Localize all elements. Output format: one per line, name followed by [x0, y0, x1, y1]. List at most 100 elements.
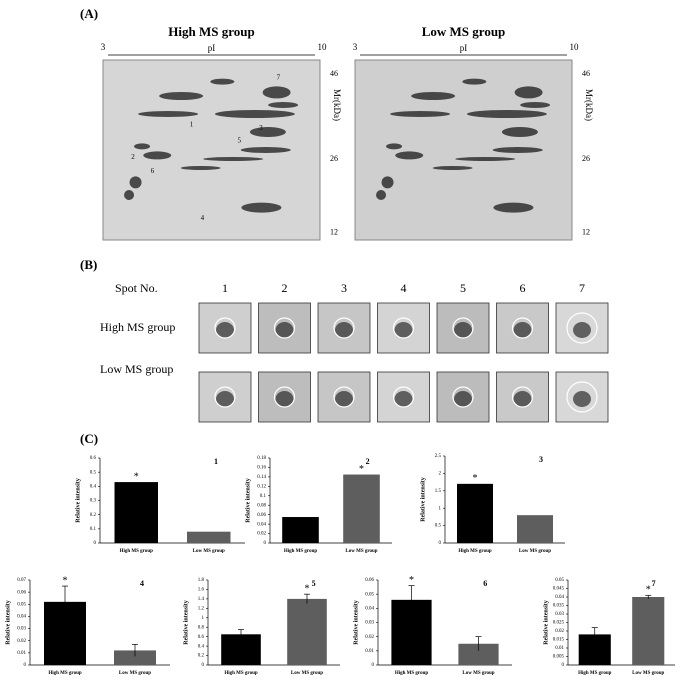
- spot-image: [258, 371, 311, 423]
- y-tick-label: 0.03: [17, 627, 26, 632]
- panel-label: (C): [80, 431, 98, 446]
- y-axis-label: Relative intensity: [543, 600, 549, 645]
- y-tick-label: 0.04: [17, 615, 26, 620]
- gel-spot-shape: [203, 157, 264, 161]
- pi-start: 3: [353, 42, 358, 52]
- significance-star: *: [646, 585, 651, 596]
- error-bar: [132, 644, 138, 657]
- spot-circle: [333, 386, 355, 408]
- gel-spot-label: 5: [238, 137, 242, 145]
- column-header: Spot No.: [115, 281, 158, 295]
- y-tick-label: 0.04: [365, 606, 374, 611]
- x-tick-label: Low MS group: [193, 549, 225, 554]
- spot-circle: [214, 386, 236, 408]
- gel-spot-shape: [466, 110, 547, 118]
- x-tick-label: Low MS group: [519, 549, 551, 554]
- gel-spot-shape: [134, 143, 151, 150]
- spot-blob: [394, 322, 413, 338]
- spot-circle: [452, 386, 474, 408]
- error-bar: [238, 629, 244, 640]
- spot-number: 4: [401, 281, 407, 295]
- x-tick-label: High MS group: [224, 671, 257, 676]
- gel-spot-shape: [520, 102, 551, 108]
- gel-spot-shape: [241, 202, 282, 213]
- y-tick-label: 0.6: [90, 456, 97, 461]
- y-tick-label: 0.18: [257, 456, 266, 461]
- y-tick-label: 1.6: [198, 588, 205, 593]
- y-tick-label: 0.2: [90, 513, 97, 518]
- spot-circle: [273, 386, 296, 408]
- bar: [187, 531, 231, 543]
- panel-label: (B): [80, 257, 97, 272]
- pi-end: 10: [570, 42, 580, 52]
- pi-label: pI: [460, 43, 468, 53]
- bar: [632, 597, 665, 665]
- gel-spot-shape: [493, 202, 534, 213]
- gel-spot-shape: [390, 111, 451, 117]
- bar: [282, 517, 319, 543]
- row-label: High MS group: [100, 320, 175, 334]
- gel-spot-shape: [138, 111, 199, 117]
- spot-number: 3: [341, 281, 347, 295]
- y-tick-label: 0.02: [365, 635, 374, 640]
- y-tick-label: 0.1: [90, 527, 97, 532]
- gel-spot-shape: [249, 127, 286, 137]
- gel-spot-label: 1: [190, 120, 194, 128]
- spot-circle: [511, 386, 534, 408]
- y-tick-label: 0.14: [257, 475, 266, 480]
- gel-spot-shape: [262, 86, 291, 99]
- y-tick-label: 0.8: [198, 625, 205, 630]
- y-axis-label: Relative intensity: [245, 478, 251, 523]
- gel-spot-shape: [501, 127, 538, 137]
- y-tick-label: 0.06: [365, 578, 374, 583]
- gel-spot-shape: [124, 190, 135, 200]
- gel-spot-label: 6: [151, 167, 155, 175]
- mw-tick-label: 26: [582, 154, 590, 163]
- y-tick-label: 0.02: [17, 639, 26, 644]
- y-tick-label: 0.01: [365, 649, 374, 654]
- gel-title: Low MS group: [422, 24, 506, 39]
- bar: [221, 634, 261, 665]
- mw-tick-label: 12: [582, 228, 590, 237]
- spot-circle: [511, 317, 534, 339]
- spot-circle: [273, 317, 296, 339]
- y-tick-label: 0.025: [553, 621, 565, 626]
- spot-blob: [454, 322, 472, 338]
- y-tick-label: 0: [24, 663, 27, 668]
- y-tick-label: 0.035: [553, 604, 565, 609]
- spot-circle: [566, 381, 598, 413]
- y-tick-label: 0.04: [257, 522, 266, 527]
- y-tick-label: 0.16: [257, 466, 266, 471]
- gel-spot-shape: [143, 151, 172, 160]
- significance-star: *: [63, 575, 68, 586]
- y-tick-label: 0.3: [90, 499, 97, 504]
- gel-spot-shape: [492, 147, 543, 153]
- x-tick-label: High MS group: [578, 671, 611, 676]
- gel-spot-shape: [386, 143, 403, 150]
- gel-spot-shape: [129, 176, 142, 189]
- x-tick-label: Low MS group: [462, 671, 494, 676]
- x-tick-label: Low MS group: [291, 671, 323, 676]
- chart-title: 6: [483, 579, 487, 588]
- y-tick-label: 0.015: [553, 638, 565, 643]
- gel-spot-shape: [240, 147, 291, 153]
- gel-spot-shape: [210, 78, 235, 85]
- gel-spot-label: 2: [131, 153, 135, 161]
- chart-title: 4: [140, 579, 144, 588]
- spot-image: [496, 302, 549, 354]
- spot-blob: [513, 391, 532, 407]
- bar: [114, 650, 156, 665]
- y-tick-label: 0.02: [555, 629, 564, 634]
- pi-end: 10: [318, 42, 328, 52]
- y-tick-label: 0.045: [553, 587, 565, 592]
- panel-label: (A): [80, 6, 98, 21]
- x-tick-label: Low MS group: [119, 671, 151, 676]
- significance-star: *: [409, 575, 414, 586]
- significance-star: *: [473, 473, 478, 484]
- gel-spot-shape: [268, 102, 299, 108]
- significance-star: *: [305, 583, 310, 594]
- y-tick-label: 2: [439, 472, 442, 477]
- spot-blob: [275, 322, 294, 338]
